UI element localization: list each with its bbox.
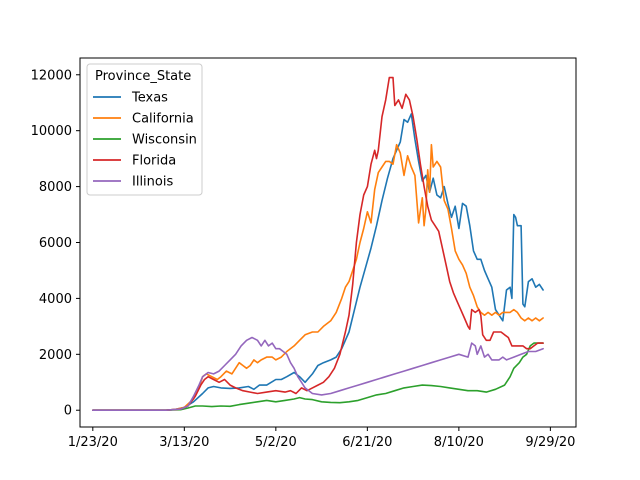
legend-title: Province_State: [95, 69, 191, 84]
series-line-wisconsin: [92, 342, 544, 411]
y-tick-label: 4000: [39, 292, 72, 307]
legend-label-texas: Texas: [131, 91, 168, 106]
legend-label-illinois: Illinois: [132, 175, 173, 190]
y-tick-label: 10000: [31, 124, 72, 139]
x-tick-label: 1/23/20: [68, 435, 118, 450]
legend-items: Texas California Wisconsin Florida Illinois: [93, 91, 197, 190]
y-tick-label: 0: [64, 404, 72, 419]
series-line-florida: [92, 76, 544, 411]
x-tick-label: 5/2/20: [255, 435, 297, 450]
series-line-illinois: [92, 336, 544, 411]
y-tick-label: 6000: [39, 236, 72, 251]
x-tick-label: 6/21/20: [342, 435, 392, 450]
y-tick-label: 8000: [39, 180, 72, 195]
legend-label-wisconsin: Wisconsin: [132, 133, 197, 148]
x-tick-label: 9/29/20: [525, 435, 575, 450]
y-tick-label: 2000: [39, 348, 72, 363]
series-layer: [92, 76, 544, 411]
series-line-california: [92, 143, 544, 411]
y-tick-label: 12000: [31, 68, 72, 83]
x-axis: 1/23/20 3/13/20 5/2/20 6/21/20 8/10/20 9/29/2…: [68, 427, 575, 450]
series-line-texas: [92, 113, 544, 411]
legend-label-california: California: [132, 112, 194, 127]
x-tick-label: 3/13/20: [159, 435, 209, 450]
legend-label-florida: Florida: [132, 154, 176, 169]
legend: Province_State Texas California Wisconsin F…: [86, 63, 203, 196]
x-tick-label: 8/10/20: [434, 435, 484, 450]
y-axis: 0 2000 4000 6000 8000 10000 12000: [31, 68, 80, 419]
